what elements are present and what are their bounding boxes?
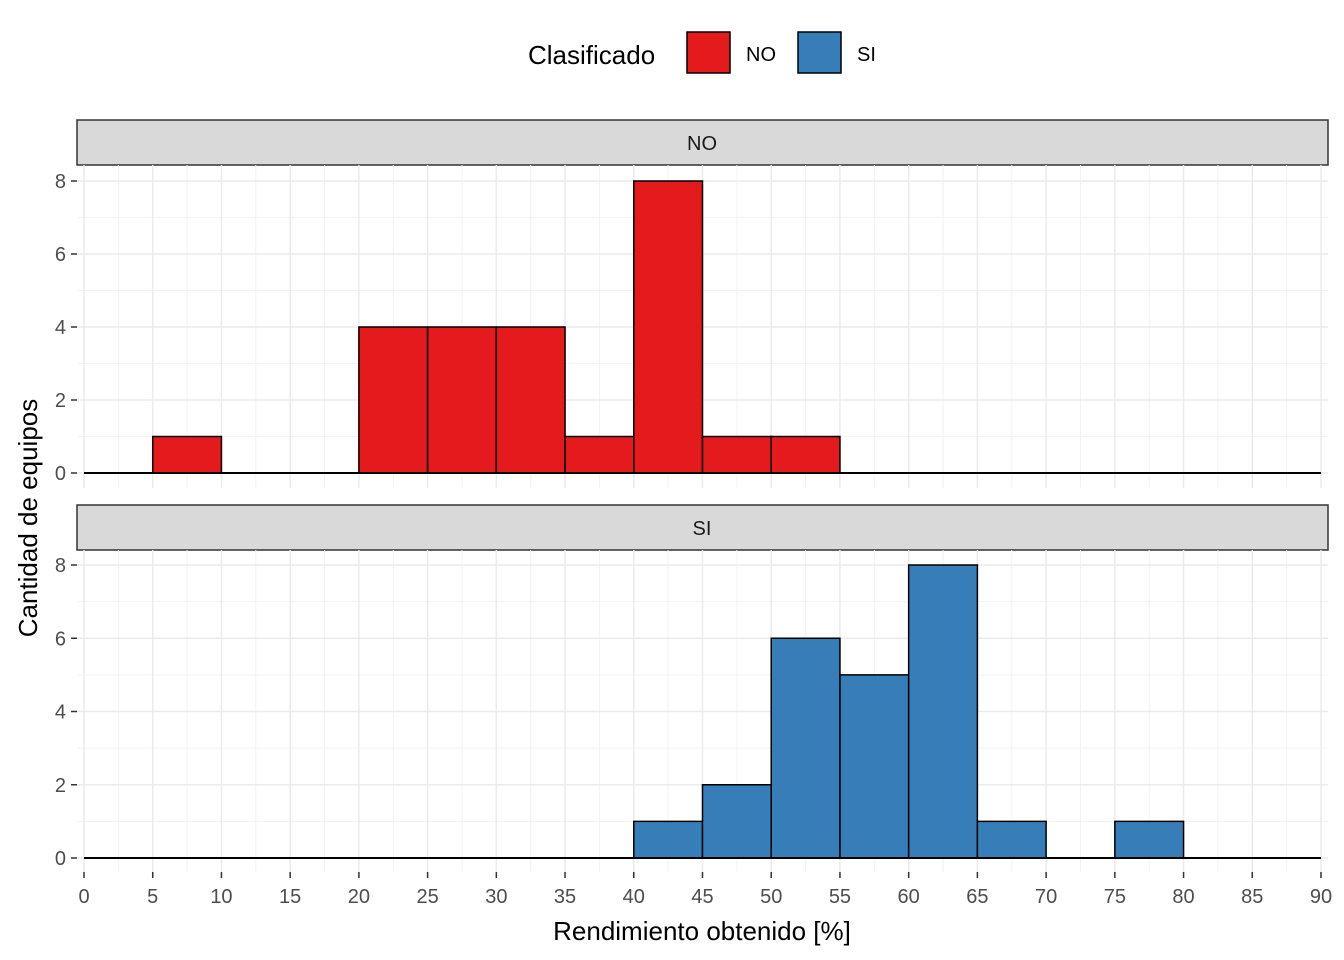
legend: Clasificado NO SI [528,31,876,74]
legend-label-si: SI [857,44,876,66]
histogram-bar-no [770,435,841,474]
y-axis-si: 0 2 4 6 8 [55,555,77,870]
bars-si [84,564,1321,859]
x-tick-label: 45 [691,886,713,908]
histogram-bar-si [907,564,979,859]
facet-strip-label-si: SI [693,518,712,540]
x-tick-label: 75 [1104,886,1126,908]
x-tick-label: 20 [348,886,370,908]
x-tick-label: 60 [898,886,920,908]
y-axis-no: 0 2 4 6 8 [55,171,77,485]
histogram-bar-no [701,435,772,474]
histogram-bar-si [839,674,910,859]
y-tick-label: 8 [55,171,66,193]
x-tick-label: 25 [416,886,438,908]
histogram-bar-no [426,326,498,474]
x-tick-label: 50 [760,886,782,908]
histogram-bar-no [495,326,566,474]
histogram-bar-no [564,435,635,474]
histogram-bar-si [701,784,772,859]
legend-label-no: NO [746,44,776,66]
facet-panel-si: SI 0 2 4 6 8 [55,504,1329,872]
x-tick-label: 15 [279,886,301,908]
histogram-bar-no [358,326,429,474]
x-tick-label: 55 [829,886,851,908]
x-tick-label: 85 [1241,886,1263,908]
y-tick-label: 6 [55,628,66,650]
x-tick-label: 65 [966,886,988,908]
x-axis: 0 5 10 15 20 25 30 35 40 45 50 55 60 65 70 75 80 85 90 [78,872,1332,908]
y-tick-label: 8 [55,555,66,577]
y-tick-label: 0 [55,463,66,485]
y-tick-label: 4 [55,317,66,339]
histogram-bar-no [151,435,223,474]
histogram-bar-si [1114,820,1185,859]
y-tick-label: 6 [55,244,66,266]
y-tick-label: 4 [55,702,66,724]
legend-swatch-si [797,31,842,74]
x-tick-label: 0 [78,886,89,908]
y-tick-label: 2 [55,390,66,412]
histogram-bar-no [633,180,704,474]
x-axis-title: Rendimiento obtenido [%] [553,916,851,946]
x-tick-label: 70 [1035,886,1057,908]
x-tick-label: 5 [147,886,158,908]
facet-panel-no: NO 0 2 4 6 8 [55,119,1329,488]
facet-strip-no [76,119,1329,166]
x-tick-label: 30 [485,886,507,908]
y-axis-title: Cantidad de equipos [13,399,43,638]
x-tick-label: 80 [1172,886,1194,908]
histogram-bar-si [976,820,1047,859]
y-tick-label: 0 [55,848,66,870]
x-tick-label: 10 [210,886,232,908]
facet-strip-si [76,504,1329,551]
x-tick-label: 90 [1310,886,1332,908]
histogram-bar-si [770,637,841,859]
x-tick-label: 35 [554,886,576,908]
legend-title: Clasificado [528,40,655,70]
x-tick-label: 40 [623,886,645,908]
bars-no [84,180,1321,474]
y-tick-label: 2 [55,775,66,797]
facet-strip-label-no: NO [687,133,717,155]
legend-swatch-no [686,31,731,74]
histogram-bar-si [633,820,704,859]
